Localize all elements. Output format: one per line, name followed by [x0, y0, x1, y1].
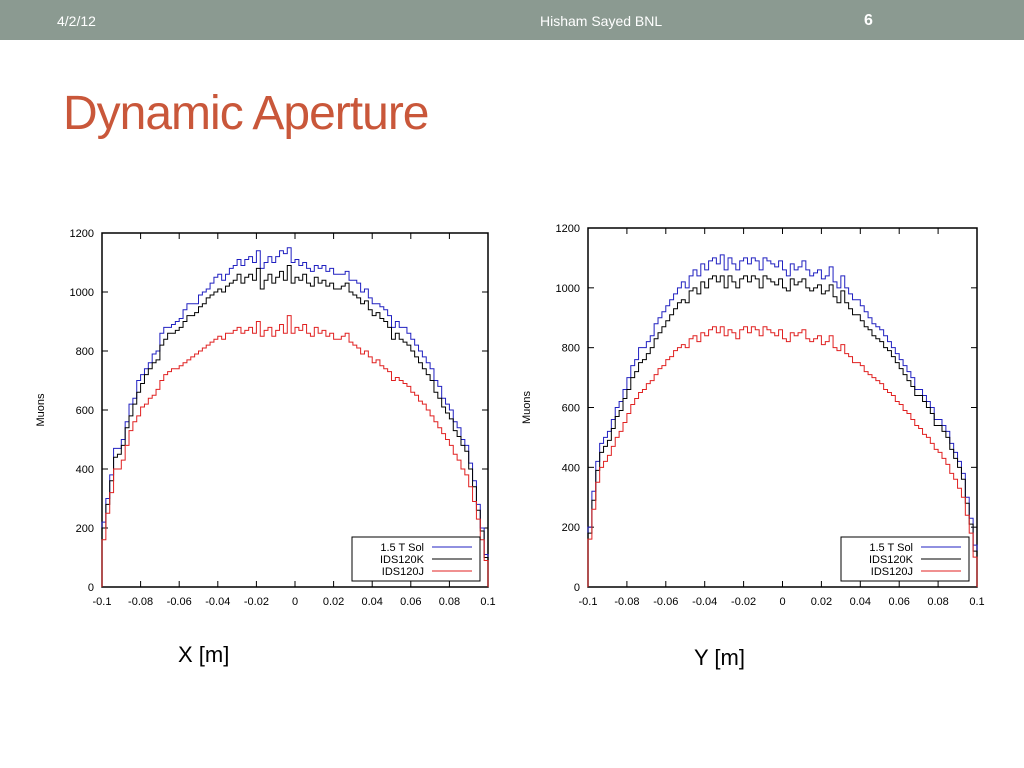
x-axis-caption-left: X [m]	[178, 642, 230, 667]
legend-label: IDS120K	[380, 554, 425, 566]
y-tick-label: 1000	[556, 283, 580, 295]
y-tick-label: 600	[562, 403, 580, 415]
header-bar	[0, 0, 1024, 40]
x-tick-label: -0.02	[731, 596, 756, 608]
slide-author: Hisham Sayed BNL	[540, 13, 663, 29]
x-tick-label: 0.04	[850, 596, 871, 608]
x-tick-label: -0.08	[128, 596, 153, 608]
y-axis-label: Muons	[35, 393, 47, 427]
y-tick-label: 800	[76, 346, 94, 358]
x-tick-label: 0.06	[888, 596, 909, 608]
y-tick-label: 200	[562, 522, 580, 534]
x-tick-label: 0.1	[969, 596, 984, 608]
series-line-2	[101, 315, 489, 587]
x-tick-label: 0.04	[361, 596, 382, 608]
series-line-0	[587, 254, 978, 587]
y-tick-label: 0	[574, 582, 580, 594]
x-tick-label: 0.06	[400, 596, 421, 608]
legend-label: 1.5 T Sol	[380, 542, 424, 554]
x-tick-label: -0.04	[692, 596, 717, 608]
x-tick-label: 0.08	[927, 596, 948, 608]
x-tick-label: 0.02	[323, 596, 344, 608]
x-tick-label: 0.1	[480, 596, 495, 608]
legend-label: IDS120J	[382, 566, 424, 578]
x-tick-label: 0.02	[811, 596, 832, 608]
series-line-1	[101, 264, 489, 587]
x-tick-label: -0.1	[579, 596, 598, 608]
series-line-1	[587, 275, 978, 587]
y-tick-label: 1200	[556, 223, 580, 235]
y-tick-label: 600	[76, 405, 94, 417]
x-tick-label: 0	[779, 596, 785, 608]
x-tick-label: 0	[292, 596, 298, 608]
slide-page-number: 6	[864, 12, 873, 29]
y-axis-label: Muons	[521, 390, 533, 424]
series-line-2	[587, 326, 978, 587]
slide-title: Dynamic Aperture	[63, 87, 429, 140]
legend-label: 1.5 T Sol	[869, 542, 913, 554]
y-tick-label: 200	[76, 523, 94, 535]
y-tick-label: 400	[76, 464, 94, 476]
y-tick-label: 400	[562, 462, 580, 474]
x-tick-label: -0.06	[167, 596, 192, 608]
x-tick-label: 0.08	[439, 596, 460, 608]
x-tick-label: -0.1	[93, 596, 112, 608]
y-tick-label: 0	[88, 582, 94, 594]
slide-date: 4/2/12	[57, 13, 96, 29]
x-axis-caption-right: Y [m]	[694, 645, 745, 670]
y-tick-label: 800	[562, 343, 580, 355]
x-tick-label: -0.06	[653, 596, 678, 608]
y-tick-label: 1000	[70, 287, 94, 299]
legend-label: IDS120J	[871, 566, 913, 578]
x-tick-label: -0.08	[614, 596, 639, 608]
x-tick-label: -0.04	[205, 596, 230, 608]
y-tick-label: 1200	[70, 228, 94, 240]
x-tick-label: -0.02	[244, 596, 269, 608]
legend-label: IDS120K	[869, 554, 914, 566]
series-line-0	[101, 247, 489, 587]
